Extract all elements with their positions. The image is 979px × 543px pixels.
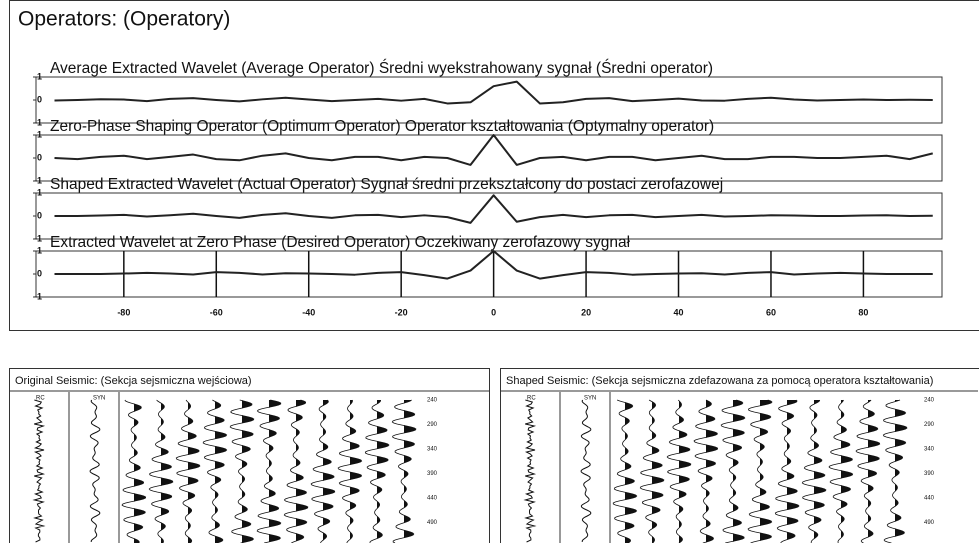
seismic-trace xyxy=(175,399,201,543)
seismic-trace xyxy=(612,399,638,543)
seismic-trace xyxy=(693,399,719,543)
seismic-trace xyxy=(364,399,390,543)
seismic-trace xyxy=(337,399,363,543)
seismic-fill xyxy=(215,400,227,543)
depth-label: 390 xyxy=(427,471,438,477)
seismic-trace xyxy=(121,399,147,543)
seismic-trace xyxy=(256,399,282,543)
y-tick-label: 0 xyxy=(37,268,42,278)
depth-label: 240 xyxy=(427,398,438,404)
depth-label: 290 xyxy=(924,422,935,428)
seismic-trace xyxy=(283,399,309,543)
depth-label: 440 xyxy=(427,496,438,502)
panel-frame xyxy=(500,368,979,543)
seismic-trace xyxy=(148,399,174,543)
x-tick-label: 40 xyxy=(674,307,684,317)
seismic-trace xyxy=(202,399,228,543)
seismic-fill xyxy=(895,400,907,543)
y-tick-label: 1 xyxy=(37,245,42,255)
y-tick-label: 0 xyxy=(37,152,42,162)
depth-label: 490 xyxy=(924,520,935,526)
y-tick-label: -1 xyxy=(34,175,42,185)
y-tick-label: 0 xyxy=(37,210,42,220)
seismic-fill xyxy=(134,400,146,543)
seismic-trace xyxy=(391,399,417,543)
seismic-trace xyxy=(310,399,336,543)
seismic-trace xyxy=(855,399,881,543)
seismic-fill xyxy=(625,400,637,543)
x-tick-label: 0 xyxy=(491,307,496,317)
depth-label: 390 xyxy=(924,471,935,477)
x-tick-label: 20 xyxy=(581,307,591,317)
operators-frame xyxy=(9,0,979,331)
chart-title: Zero-Phase Shaping Operator (Optimum Ope… xyxy=(50,118,714,135)
seismic-trace xyxy=(882,399,908,543)
seismic-fill xyxy=(814,400,826,543)
rc-label: RC xyxy=(527,396,536,402)
seismic-trace xyxy=(747,399,773,543)
y-tick-label: 1 xyxy=(37,187,42,197)
seismic-fill xyxy=(188,400,200,543)
depth-label: 490 xyxy=(427,520,438,526)
syn-label: SYN xyxy=(93,396,105,402)
chart-title: Average Extracted Wavelet (Average Opera… xyxy=(50,59,713,77)
syn-trace xyxy=(89,399,101,543)
wavelet-line xyxy=(54,250,933,280)
x-tick-label: -20 xyxy=(395,307,408,317)
seismic-trace xyxy=(801,399,827,543)
y-tick-label: -1 xyxy=(34,117,42,127)
seismic-trace xyxy=(720,399,746,543)
wavelet-line xyxy=(54,194,933,224)
seismic-trace xyxy=(229,399,255,543)
panel-title: Original Seismic: (Sekcja sejsmiczna wej… xyxy=(15,375,252,387)
chart-title: Shaped Extracted Wavelet (Actual Operato… xyxy=(50,176,723,193)
depth-label: 290 xyxy=(427,422,438,428)
depth-label: 340 xyxy=(427,447,438,453)
seismic-trace xyxy=(828,399,854,543)
seismic-trace xyxy=(639,399,665,543)
seismic-fill xyxy=(868,400,880,543)
chart-title: Extracted Wavelet at Zero Phase (Desired… xyxy=(50,234,631,251)
seismic-fill xyxy=(679,400,691,543)
y-tick-label: -1 xyxy=(34,233,42,243)
seismic-fill xyxy=(706,400,718,543)
y-tick-label: 1 xyxy=(37,71,42,81)
rc-trace xyxy=(32,399,46,543)
panel-frame xyxy=(9,368,490,543)
wavelet-line xyxy=(54,80,933,105)
seismic-fill xyxy=(350,400,362,543)
wavelet-line xyxy=(54,134,933,166)
seismic-trace xyxy=(774,399,800,543)
operators-title: Operators: (Operatory) xyxy=(18,8,230,31)
x-tick-label: 60 xyxy=(766,307,776,317)
panel-title: Shaped Seismic: (Sekcja sejsmiczna zdefa… xyxy=(506,375,933,387)
depth-label: 440 xyxy=(924,496,935,502)
rc-trace xyxy=(523,399,537,543)
syn-trace xyxy=(580,399,592,543)
seismic-fill xyxy=(760,400,772,543)
x-tick-label: -40 xyxy=(302,307,315,317)
seismic-panel: 240290340390440490540 xyxy=(10,390,489,543)
seismic-fill xyxy=(161,400,173,543)
seismic-trace xyxy=(666,399,692,543)
y-tick-label: 0 xyxy=(37,94,42,104)
y-tick-label: -1 xyxy=(34,291,42,301)
x-tick-label: -60 xyxy=(210,307,223,317)
seismic-fill xyxy=(296,400,308,543)
x-tick-label: -80 xyxy=(117,307,130,317)
syn-label: SYN xyxy=(584,396,596,402)
y-tick-label: 1 xyxy=(37,129,42,139)
seismic-fill xyxy=(377,400,389,543)
depth-label: 240 xyxy=(924,398,935,404)
seismic-panel: 240290340390440490540 xyxy=(501,390,978,543)
seismic-fill xyxy=(404,400,416,543)
rc-label: RC xyxy=(36,396,45,402)
seismic-fill xyxy=(323,400,335,543)
depth-label: 340 xyxy=(924,447,935,453)
x-tick-label: 80 xyxy=(858,307,868,317)
